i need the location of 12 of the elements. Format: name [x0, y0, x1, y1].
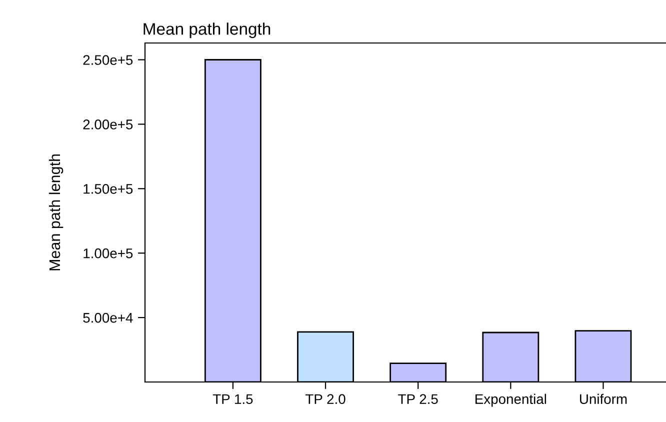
y-tick-label: 1.50e+5: [84, 184, 133, 194]
x-tick-label: TP 1.5: [212, 394, 253, 404]
y-axis-title: Mean path length: [48, 154, 64, 270]
y-tick-label: 2.00e+5: [83, 120, 133, 130]
x-tick-label: Exponential: [476, 394, 546, 407]
x-tick-label: TP 2.5: [398, 394, 438, 404]
y-tick-label: 2.50e+5: [83, 55, 133, 65]
x-tick-label: Uniform: [580, 394, 627, 404]
chart-title: Mean path length: [144, 22, 270, 38]
y-tick-label: 5.00e+4: [83, 312, 133, 323]
x-tick-label: TP 2.0: [305, 394, 346, 404]
y-tick-label: 1.00e+5: [84, 248, 133, 258]
